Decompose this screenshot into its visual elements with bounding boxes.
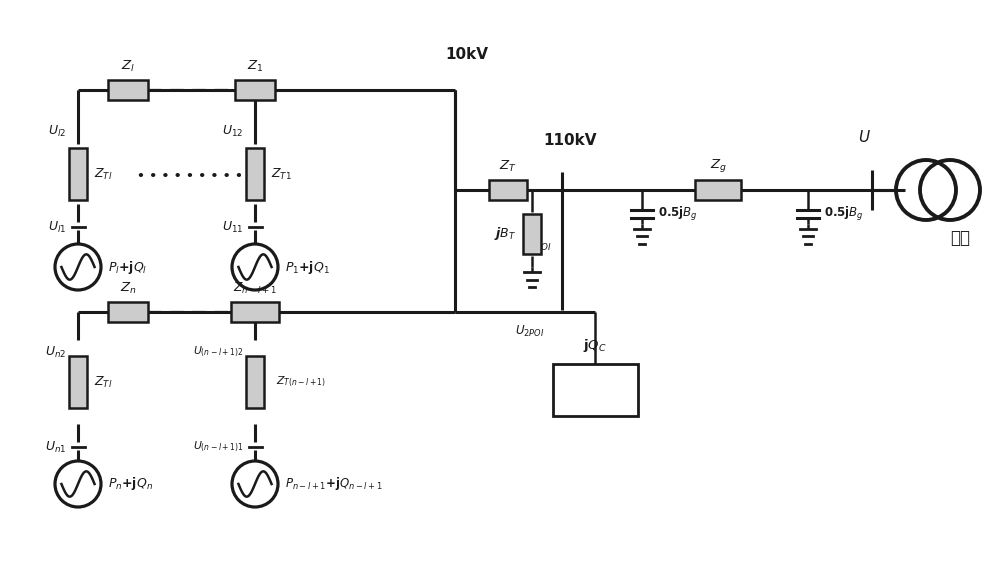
Bar xyxy=(69,148,87,200)
Text: $Z_{Tl}$: $Z_{Tl}$ xyxy=(94,166,113,182)
Text: $U_{n2}$: $U_{n2}$ xyxy=(45,345,66,360)
Bar xyxy=(69,356,87,408)
Text: 0.5j$B_g$: 0.5j$B_g$ xyxy=(658,205,698,223)
Text: $P_{n-l+1}$+j$Q_{n-l+1}$: $P_{n-l+1}$+j$Q_{n-l+1}$ xyxy=(285,475,383,492)
Text: $U_{l2}$: $U_{l2}$ xyxy=(48,124,66,139)
Text: $U_{l1}$: $U_{l1}$ xyxy=(48,219,66,234)
Text: $Z_{Tl}$: $Z_{Tl}$ xyxy=(94,374,113,389)
Text: 110kV: 110kV xyxy=(543,133,597,148)
Text: $U_{(n-l+1)2}$: $U_{(n-l+1)2}$ xyxy=(193,345,243,360)
Text: $Z_n$: $Z_n$ xyxy=(120,281,136,296)
Bar xyxy=(108,302,148,322)
Text: $Z_l$: $Z_l$ xyxy=(121,59,135,74)
Bar xyxy=(489,180,527,200)
Text: $U_{12}$: $U_{12}$ xyxy=(222,124,243,139)
Text: j$B_T$: j$B_T$ xyxy=(494,225,516,242)
Bar xyxy=(695,180,741,200)
Text: $Z_g$: $Z_g$ xyxy=(710,157,726,174)
Text: $P_1$+j$Q_1$: $P_1$+j$Q_1$ xyxy=(285,259,330,275)
Text: $P_l$+j$Q_l$: $P_l$+j$Q_l$ xyxy=(108,259,147,275)
Text: 10kV: 10kV xyxy=(446,47,488,62)
Text: $U_{(n-l+1)1}$: $U_{(n-l+1)1}$ xyxy=(193,440,243,454)
Text: $Z_{T(n-l+1)}$: $Z_{T(n-l+1)}$ xyxy=(276,375,326,389)
Bar xyxy=(552,364,638,416)
Text: $U_{n1}$: $U_{n1}$ xyxy=(45,439,66,455)
Text: SVG: SVG xyxy=(577,383,613,397)
Text: $U_{2POI}$: $U_{2POI}$ xyxy=(515,324,544,339)
Text: $U_{11}$: $U_{11}$ xyxy=(222,219,243,234)
Bar xyxy=(246,148,264,200)
Text: $U_{POI}$: $U_{POI}$ xyxy=(526,238,552,252)
Text: $U$: $U$ xyxy=(858,129,870,145)
Text: • • • • • • • • • •: • • • • • • • • • • xyxy=(137,170,256,183)
Bar xyxy=(523,214,541,254)
Text: $Z_1$: $Z_1$ xyxy=(247,59,263,74)
Text: j$Q_C$: j$Q_C$ xyxy=(583,337,607,354)
Text: $Z_{T1}$: $Z_{T1}$ xyxy=(271,166,292,182)
Text: 电网: 电网 xyxy=(950,229,970,247)
Bar xyxy=(235,80,275,100)
Bar xyxy=(246,356,264,408)
Text: $Z_T$: $Z_T$ xyxy=(499,159,517,174)
Bar xyxy=(231,302,279,322)
Text: $P_n$+j$Q_n$: $P_n$+j$Q_n$ xyxy=(108,475,153,492)
Text: $Z_{n-l+1}$: $Z_{n-l+1}$ xyxy=(233,281,277,296)
Text: 0.5j$B_g$: 0.5j$B_g$ xyxy=(824,205,864,223)
Bar xyxy=(108,80,148,100)
